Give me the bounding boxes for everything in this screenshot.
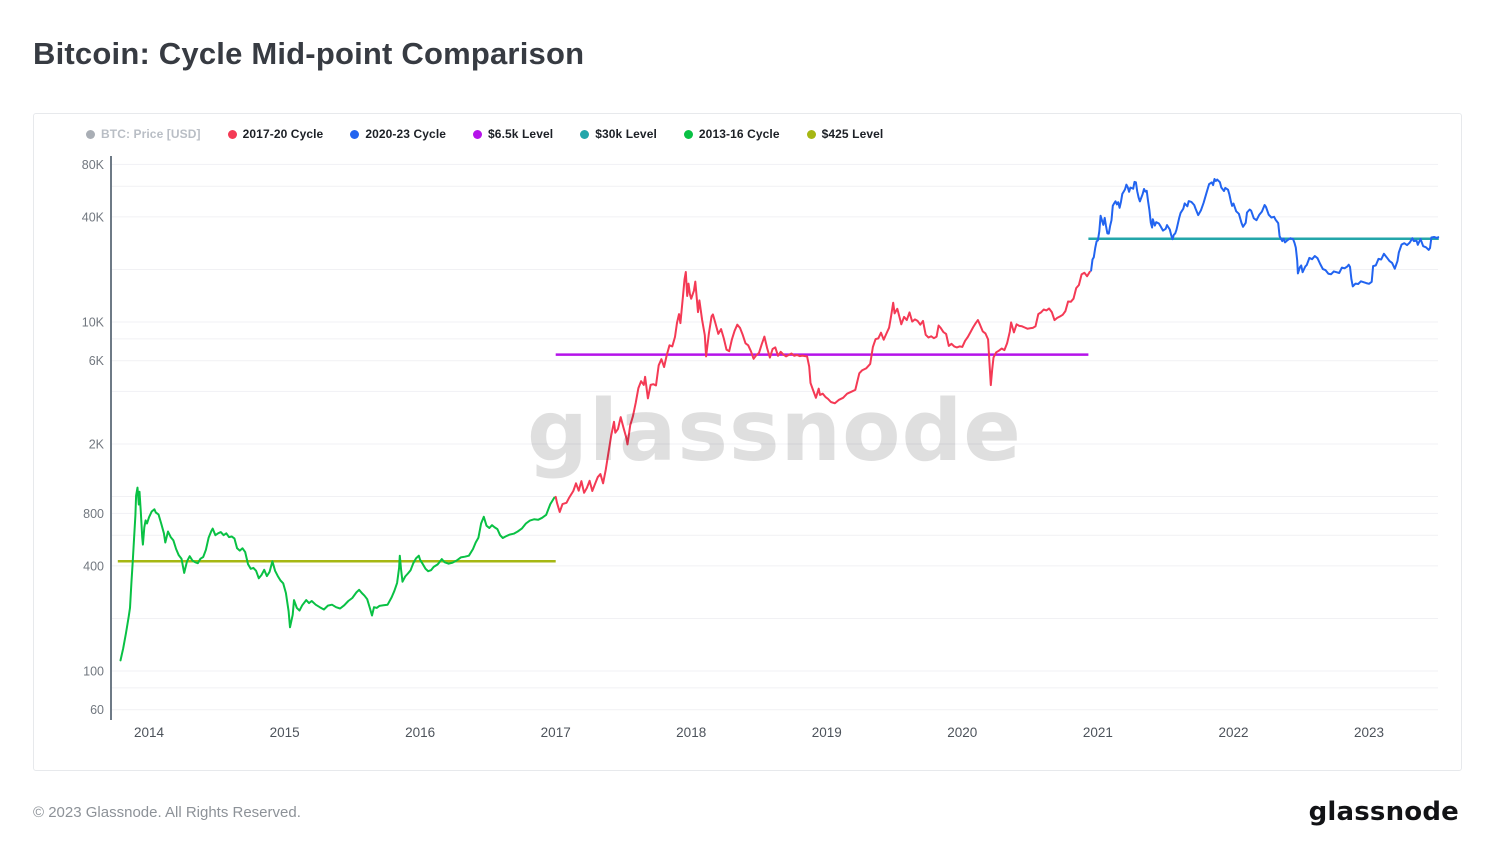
x-tick-label: 2015 xyxy=(270,725,300,740)
legend-item-label: BTC: Price [USD] xyxy=(101,127,201,141)
legend-dot-icon xyxy=(683,129,693,139)
x-axis-labels: 2014 2015 2016 2017 2018 2019 2020 2021 2022 2023 xyxy=(134,725,1384,740)
legend-dot-icon xyxy=(350,129,360,139)
legend-item-2013-16-cycle[interactable]: 2013-16 Cycle xyxy=(683,127,780,141)
x-tick-label: 2021 xyxy=(1083,725,1113,740)
legend-dot-icon xyxy=(806,129,816,139)
legend-item-label: $6.5k Level xyxy=(488,127,554,141)
price-chart[interactable]: 80K 40K 10K 6K 2K 800 400 100 60 2014 2015 2016 2017… xyxy=(34,114,1461,770)
series-2020-23-cycle xyxy=(1090,178,1440,288)
y-tick-label: 80K xyxy=(82,158,105,172)
y-tick-label: 60 xyxy=(90,703,104,717)
y-tick-label: 40K xyxy=(82,210,105,224)
x-tick-label: 2019 xyxy=(812,725,842,740)
glassnode-logo[interactable]: glassnode xyxy=(1308,797,1459,827)
page-title: Bitcoin: Cycle Mid-point Comparison xyxy=(33,36,585,71)
x-tick-label: 2023 xyxy=(1354,725,1384,740)
legend-item-2020-23-cycle[interactable]: 2020-23 Cycle xyxy=(350,127,446,141)
x-tick-label: 2016 xyxy=(405,725,435,740)
chart-card: BTC: Price [USD] 2017-20 Cycle 2020-23 Cyc… xyxy=(33,113,1462,771)
legend-dot-icon xyxy=(473,129,483,139)
legend-item-30k-level[interactable]: $30k Level xyxy=(580,127,657,141)
legend-item-label: $425 Level xyxy=(821,127,884,141)
legend-item-2017-20-cycle[interactable]: 2017-20 Cycle xyxy=(227,127,324,141)
y-tick-label: 800 xyxy=(83,507,104,521)
chart-legend: BTC: Price [USD] 2017-20 Cycle 2020-23 Cyc… xyxy=(86,125,883,143)
legend-item-6-5k-level[interactable]: $6.5k Level xyxy=(473,127,553,141)
y-tick-label: 100 xyxy=(83,665,104,679)
level-lines xyxy=(117,237,1439,563)
y-tick-label: 10K xyxy=(82,316,105,330)
y-tick-label: 400 xyxy=(83,559,104,573)
legend-item-425-level[interactable]: $425 Level xyxy=(806,127,884,141)
legend-dot-icon xyxy=(227,129,237,139)
y-axis-labels: 80K 40K 10K 6K 2K 800 400 100 60 xyxy=(82,158,105,717)
y-tick-label: 6K xyxy=(89,354,105,368)
legend-item-label: $30k Level xyxy=(595,127,657,141)
x-tick-label: 2018 xyxy=(676,725,706,740)
x-tick-label: 2014 xyxy=(134,725,165,740)
legend-item-btc-price-usd[interactable]: BTC: Price [USD] xyxy=(86,127,201,141)
x-tick-label: 2022 xyxy=(1218,725,1248,740)
legend-item-label: 2013-16 Cycle xyxy=(698,127,780,141)
legend-item-label: 2017-20 Cycle xyxy=(242,127,324,141)
legend-dot-icon xyxy=(86,129,95,139)
series-2017-20-cycle xyxy=(554,270,1091,513)
series-2013-16-cycle xyxy=(119,486,556,662)
x-tick-label: 2017 xyxy=(541,725,571,740)
footer-copyright: © 2023 Glassnode. All Rights Reserved. xyxy=(33,804,301,821)
y-tick-label: 2K xyxy=(89,438,105,452)
series-lines xyxy=(119,178,1440,662)
gridlines xyxy=(112,163,1438,711)
x-tick-label: 2020 xyxy=(947,725,977,740)
legend-dot-icon xyxy=(580,129,590,139)
legend-item-label: 2020-23 Cycle xyxy=(365,127,447,141)
